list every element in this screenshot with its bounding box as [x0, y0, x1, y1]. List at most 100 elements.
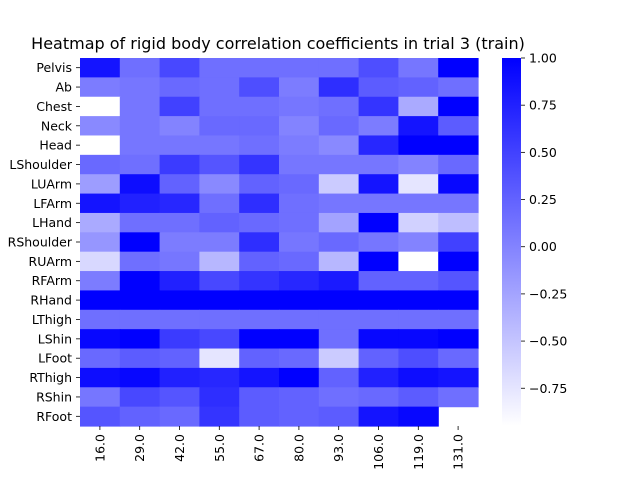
heatmap-cell: [80, 348, 121, 369]
y-tick-label: RHand: [30, 293, 72, 308]
heatmap-cell: [279, 367, 320, 388]
heatmap-cell: [159, 329, 200, 350]
heatmap-cell: [80, 271, 121, 292]
heatmap-cell: [438, 116, 479, 137]
heatmap-cell: [80, 387, 121, 408]
heatmap-cell: [119, 251, 161, 272]
heatmap-cell: [199, 116, 240, 137]
heatmap-cell: [398, 116, 439, 137]
heatmap-cell: [199, 212, 240, 233]
heatmap-cell: [318, 96, 360, 117]
heatmap-cell: [199, 193, 240, 214]
heatmap-cell: [159, 271, 200, 292]
heatmap-cell: [279, 290, 320, 311]
heatmap-cell: [318, 154, 360, 175]
heatmap-cell: [279, 251, 320, 272]
heatmap-cell: [159, 96, 200, 117]
heatmap-cell: [318, 116, 360, 137]
heatmap-cell: [159, 193, 200, 214]
heatmap-cell: [159, 406, 200, 427]
heatmap-cell: [279, 329, 320, 350]
heatmap-cell: [398, 387, 439, 408]
y-tick-label: LThigh: [32, 312, 72, 327]
heatmap-cell: [159, 77, 200, 98]
heatmap-cell: [80, 135, 121, 156]
heatmap-cell: [159, 251, 200, 272]
x-tick-label: 131.0: [451, 434, 466, 470]
heatmap-cell: [239, 232, 280, 253]
heatmap-cell: [438, 232, 479, 253]
heatmap-cell: [199, 309, 240, 330]
heatmap-cell: [318, 271, 360, 292]
heatmap-cell: [279, 387, 320, 408]
heatmap-cell: [80, 77, 121, 98]
colorbar-tick-label: 1.00: [529, 51, 557, 66]
heatmap-cell: [80, 329, 121, 350]
heatmap-cell: [119, 212, 161, 233]
heatmap-cell: [438, 309, 479, 330]
heatmap-cell: [438, 367, 479, 388]
heatmap-cell: [199, 387, 240, 408]
heatmap-cell: [159, 212, 200, 233]
heatmap-cell: [159, 58, 200, 78]
heatmap-cell: [239, 406, 280, 427]
heatmap-cell: [318, 135, 360, 156]
heatmap-cell: [279, 174, 320, 195]
y-tick-label: RShoulder: [8, 235, 73, 250]
heatmap-cell: [358, 387, 399, 408]
heatmap-cell: [199, 232, 240, 253]
heatmap-cell: [199, 58, 240, 78]
x-tick-label: 93.0: [331, 434, 346, 462]
heatmap-cell: [358, 232, 399, 253]
colorbar-tick-label: −0.75: [529, 381, 567, 396]
heatmap-cell: [318, 174, 360, 195]
heatmap-cell: [239, 309, 280, 330]
heatmap-cell: [239, 387, 280, 408]
y-axis: Pelvis Ab Chest Neck Head LShoulder LUArm LFArm…: [8, 60, 80, 424]
heatmap-cell: [398, 77, 439, 98]
heatmap-cell: [80, 406, 121, 427]
heatmap-cell: [358, 212, 399, 233]
x-tick-label: 55.0: [212, 434, 227, 462]
heatmap-cell: [239, 154, 280, 175]
heatmap-cell: [239, 290, 280, 311]
heatmap-cell: [358, 135, 399, 156]
heatmap-cell: [119, 290, 161, 311]
heatmap-cell: [119, 77, 161, 98]
heatmap-cell: [358, 329, 399, 350]
y-tick-label: Neck: [41, 118, 73, 133]
heatmap-cell: [318, 193, 360, 214]
heatmap-cell: [159, 348, 200, 369]
y-tick-label: RFoot: [36, 409, 72, 424]
heatmap-cell: [199, 77, 240, 98]
heatmap-cell: [159, 116, 200, 137]
heatmap-cell: [398, 367, 439, 388]
heatmap-cell: [398, 96, 439, 117]
colorbar: 1.00 0.75 0.50 0.25 0.00 −0.25 −0.50 −0.75: [502, 51, 567, 426]
x-tick-label: 67.0: [252, 434, 267, 462]
heatmap-cell: [239, 367, 280, 388]
colorbar-tick-label: 0.75: [529, 98, 557, 113]
heatmap-cell: [358, 154, 399, 175]
heatmap-cell: [398, 212, 439, 233]
heatmap-cell: [159, 387, 200, 408]
heatmap-cell: [438, 174, 479, 195]
heatmap-cell: [80, 232, 121, 253]
y-tick-label: Chest: [36, 99, 72, 114]
heatmap-cell: [398, 193, 439, 214]
heatmap-cell: [239, 58, 280, 78]
heatmap-cell: [239, 193, 280, 214]
heatmap-cell: [318, 387, 360, 408]
heatmap-cell: [119, 309, 161, 330]
heatmap-cell: [199, 329, 240, 350]
heatmap-cell: [159, 232, 200, 253]
heatmap-cell: [318, 406, 360, 427]
heatmap-cell: [279, 406, 320, 427]
x-tick-label: 29.0: [132, 434, 147, 462]
heatmap-cell: [279, 212, 320, 233]
heatmap-cell: [279, 135, 320, 156]
heatmap-cell: [239, 135, 280, 156]
x-tick-label: 80.0: [291, 434, 306, 462]
heatmap-cell: [398, 406, 439, 427]
